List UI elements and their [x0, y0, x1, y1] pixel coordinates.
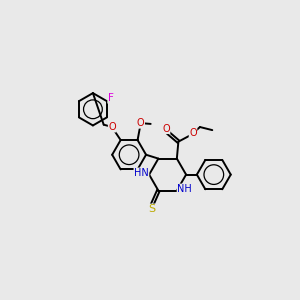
Text: HN: HN: [134, 168, 149, 178]
Text: NH: NH: [177, 184, 192, 194]
Text: O: O: [162, 124, 170, 134]
Text: O: O: [108, 122, 116, 132]
Text: F: F: [108, 93, 114, 103]
Text: S: S: [148, 204, 155, 214]
Text: O: O: [137, 118, 145, 128]
Text: O: O: [189, 128, 197, 138]
